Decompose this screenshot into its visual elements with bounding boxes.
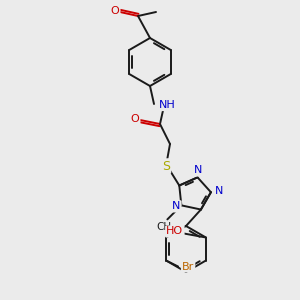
Text: HO: HO bbox=[167, 226, 184, 236]
Text: N: N bbox=[194, 165, 203, 176]
Text: NH: NH bbox=[159, 100, 176, 110]
Text: N: N bbox=[215, 186, 223, 196]
Text: Br: Br bbox=[182, 262, 194, 272]
Text: O: O bbox=[130, 114, 140, 124]
Text: O: O bbox=[111, 6, 119, 16]
Text: CH₃: CH₃ bbox=[157, 222, 176, 233]
Text: N: N bbox=[172, 201, 181, 212]
Text: S: S bbox=[162, 160, 170, 172]
